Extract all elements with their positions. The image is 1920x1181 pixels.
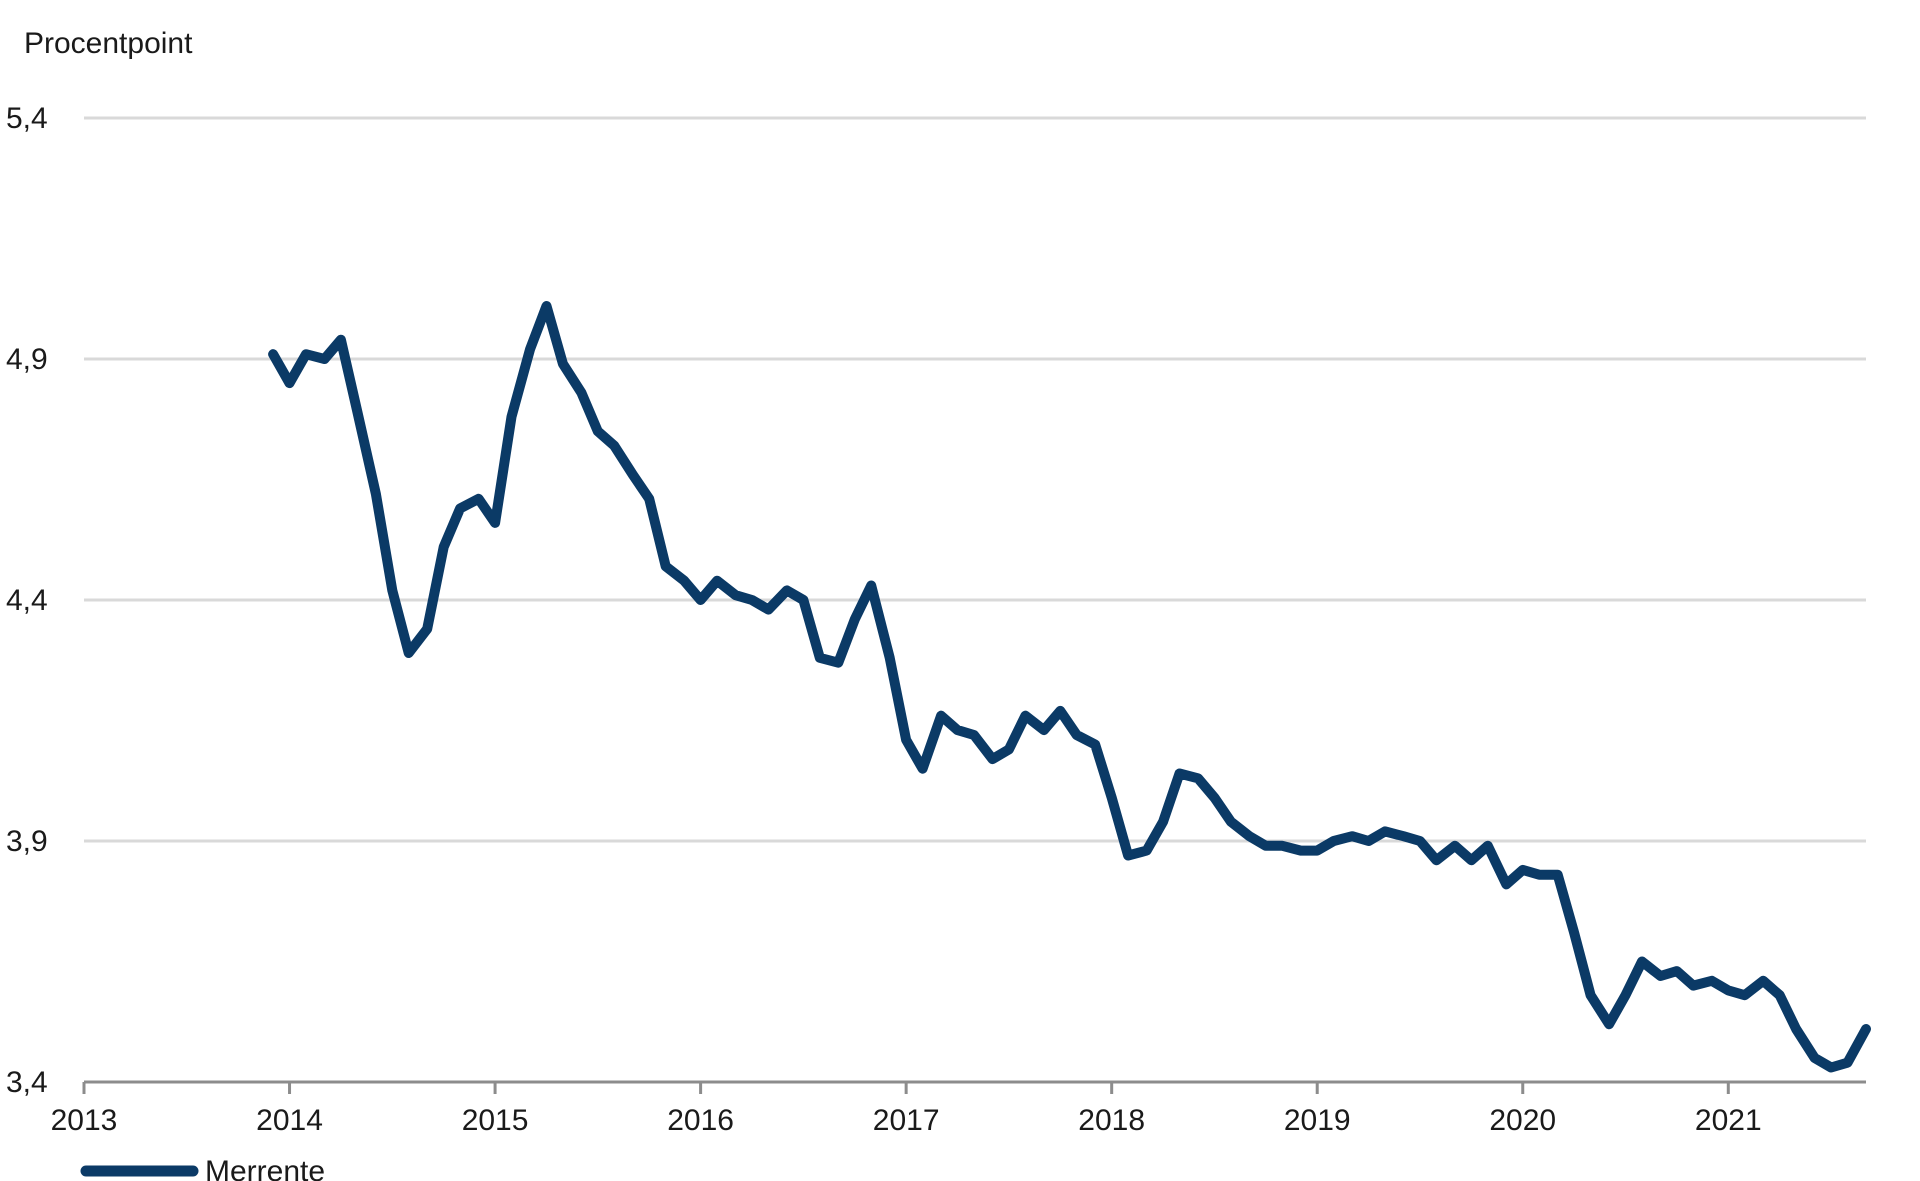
y-axis-ticks: 5,4 4,9 4,4 3,9 3,4 xyxy=(6,102,48,1099)
gridlines xyxy=(84,116,1866,843)
x-axis-ticks: 2013 2014 2015 2016 2017 2018 2019 2020 2021 xyxy=(51,1082,1762,1137)
x-tick-label: 2021 xyxy=(1695,1104,1762,1137)
y-tick-label: 3,9 xyxy=(6,825,48,858)
y-tick-label: 3,4 xyxy=(6,1066,48,1099)
series-line-merrente xyxy=(268,301,1871,1073)
legend: Merrente xyxy=(80,1155,325,1181)
series-group xyxy=(268,301,1871,1073)
x-tick-label: 2017 xyxy=(873,1104,940,1137)
x-tick-label: 2014 xyxy=(256,1104,323,1137)
x-tick-label: 2015 xyxy=(462,1104,529,1137)
y-tick-label: 5,4 xyxy=(6,102,48,135)
x-tick-label: 2020 xyxy=(1489,1104,1556,1137)
y-tick-label: 4,4 xyxy=(6,584,48,617)
x-tick-label: 2013 xyxy=(51,1104,118,1137)
x-tick-label: 2019 xyxy=(1284,1104,1351,1137)
legend-label-merrente: Merrente xyxy=(205,1155,325,1181)
y-axis-title: Procentpoint xyxy=(24,27,193,60)
y-tick-label: 4,9 xyxy=(6,343,48,376)
x-tick-label: 2016 xyxy=(667,1104,734,1137)
x-tick-label: 2018 xyxy=(1078,1104,1145,1137)
